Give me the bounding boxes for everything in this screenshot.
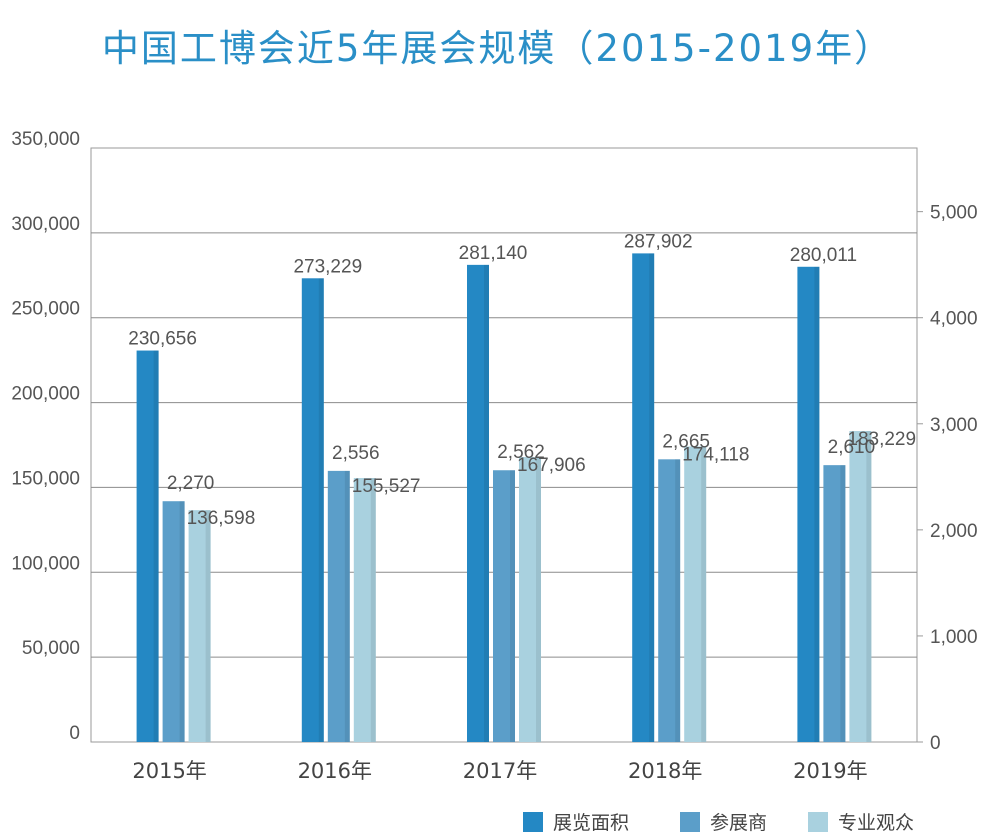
data-label: 281,140 [459,243,528,264]
right-tick-label: 5,000 [930,203,978,224]
bar-shade [510,470,515,742]
legend: 展览面积 参展商 专业观众 [523,812,914,834]
data-label: 280,011 [790,245,857,266]
legend-label: 专业观众 [838,812,914,834]
right-tick-label: 1,000 [930,627,978,648]
data-label: 2,562 [497,442,545,463]
bar-shade [675,459,681,742]
bar-1 [301,278,324,742]
left-tick-label: 300,000 [11,214,80,235]
left-tick-label: 350,000 [11,129,80,150]
left-axis: 0 50,000 100,000 150,000 200,000 250,000 300,0… [11,129,80,744]
data-label: 183,229 [847,429,916,450]
bar-shade [484,264,489,742]
bar-2 [823,465,846,742]
left-tick-label: 0 [69,723,80,744]
data-label: 2,556 [332,443,380,464]
data-label: 2,610 [828,437,876,458]
bar-shade [370,478,376,742]
left-tick-label: 250,000 [11,299,80,320]
bar-3 [188,510,211,742]
right-tick-label: 4,000 [930,309,978,330]
bar-1 [797,266,820,742]
bar-3 [849,431,872,742]
bar-shade [205,510,211,742]
right-axis: 0 1,000 2,000 3,000 4,000 5,000 [917,203,978,754]
chart-title: 中国工博会近5年展会规模（2015-2019年） [101,27,894,70]
bar-shade [536,457,541,742]
bar-shade [649,253,655,743]
category-label: 2015年 [132,759,206,783]
bar-shade [179,501,185,742]
data-label: 230,656 [128,329,197,350]
left-tick-label: 50,000 [22,638,80,659]
right-tick-label: 0 [930,733,941,754]
right-tick-label: 3,000 [930,415,978,436]
legend-label: 展览面积 [553,812,629,834]
bar-2 [162,501,185,742]
bar-shade [814,266,820,742]
legend-swatch [680,812,700,832]
bar-shade [840,465,846,742]
bar-2 [327,470,350,742]
bar-shade [153,350,159,742]
bars [136,253,872,743]
bar-shade [318,278,324,742]
left-tick-label: 200,000 [11,384,80,405]
category-label: 2017年 [463,759,537,783]
bar-1 [632,253,655,743]
data-label: 167,906 [517,455,586,476]
bar-2 [493,470,515,742]
data-label: 174,118 [682,444,749,465]
bar-3 [353,478,376,742]
bar-shade [866,431,872,742]
data-labels: 230,656 2,270 136,598 273,229 2,556 155,527 28… [128,231,916,529]
data-label: 155,527 [352,476,421,497]
bar-2 [658,459,681,742]
category-label: 2018年 [628,759,702,783]
data-label: 2,665 [662,431,710,452]
bar-1 [136,350,159,742]
data-label: 136,598 [187,508,256,529]
category-label: 2016年 [298,759,372,783]
data-label: 287,902 [624,231,693,252]
data-label: 273,229 [293,256,362,277]
legend-swatch [808,812,828,832]
bar-shade [701,446,707,742]
right-tick-label: 2,000 [930,521,978,542]
bar-3 [519,457,541,742]
bar-1 [467,264,489,742]
x-axis: 2015年 2016年 2017年 2018年 2019年 [132,759,867,783]
bar-3 [684,446,707,742]
category-label: 2019年 [793,759,867,783]
bar-shade [344,470,350,742]
left-tick-label: 100,000 [11,553,80,574]
data-label: 2,270 [167,473,215,494]
left-tick-label: 150,000 [11,468,80,489]
legend-label: 参展商 [710,812,767,834]
legend-swatch [523,812,543,832]
